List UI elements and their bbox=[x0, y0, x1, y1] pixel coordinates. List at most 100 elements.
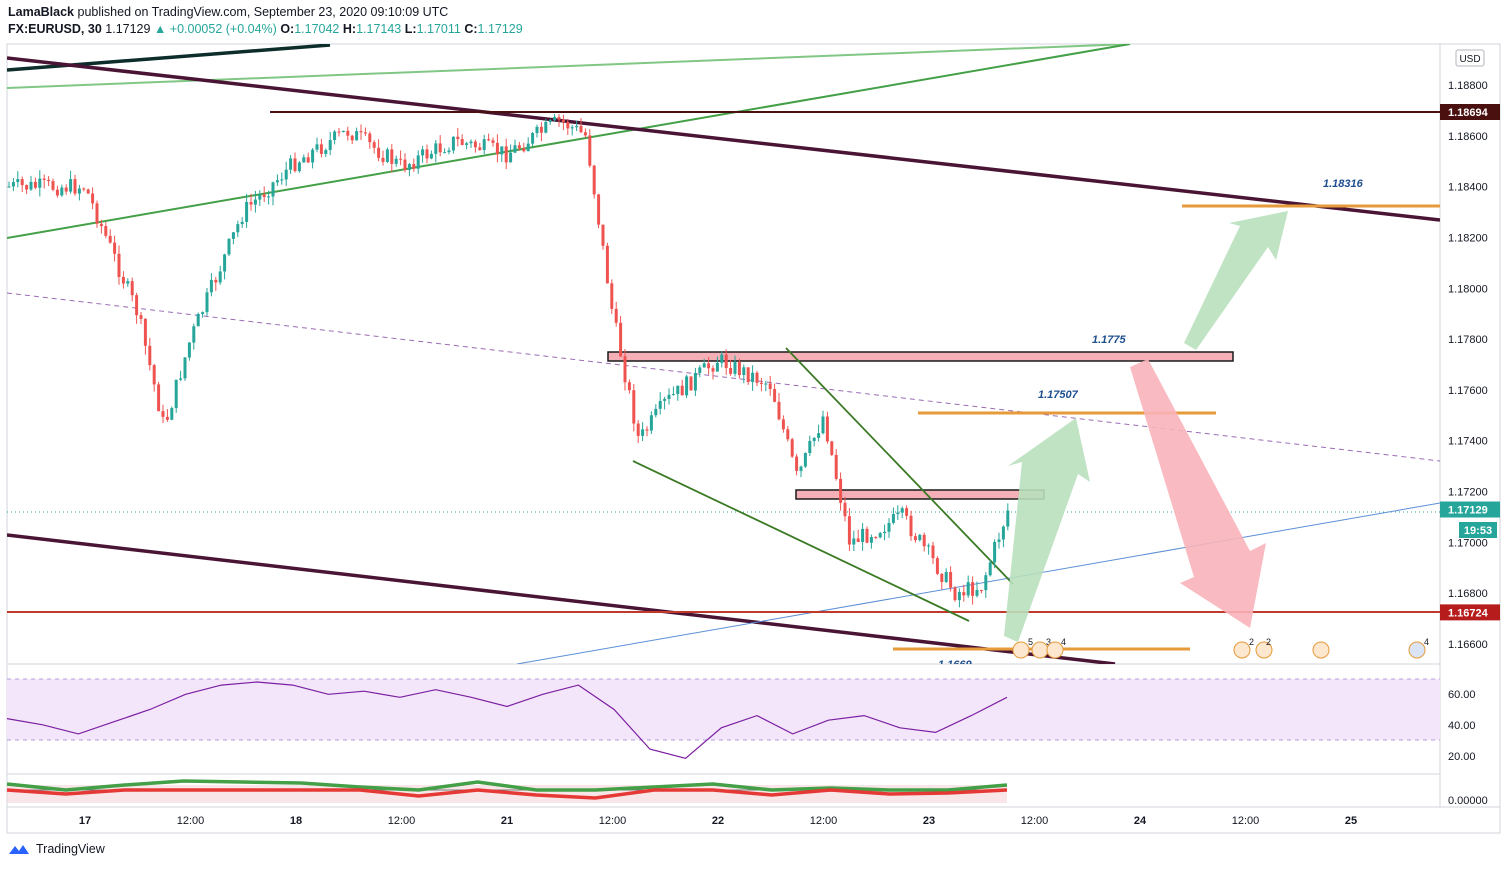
candle-body bbox=[808, 440, 812, 454]
candle-body bbox=[535, 126, 539, 134]
candle-body bbox=[341, 130, 345, 132]
candle-body bbox=[830, 441, 834, 455]
candle-body bbox=[421, 149, 425, 156]
candle-body bbox=[847, 516, 851, 545]
blue-trend-line bbox=[516, 502, 1440, 664]
candle-body bbox=[975, 590, 979, 596]
close-value: 1.17129 bbox=[477, 22, 523, 36]
candle-body bbox=[645, 429, 649, 431]
candle-body bbox=[55, 189, 59, 196]
candle-body bbox=[465, 143, 469, 145]
candle-body bbox=[161, 411, 165, 417]
candle-body bbox=[817, 433, 821, 438]
candle-body bbox=[275, 180, 279, 183]
candle-body bbox=[289, 158, 293, 170]
candle-body bbox=[157, 384, 161, 412]
candle-body bbox=[927, 545, 931, 547]
price-tick: 1.18000 bbox=[1448, 283, 1488, 295]
candle-body bbox=[667, 394, 671, 399]
event-flag-icon[interactable] bbox=[1312, 641, 1330, 659]
event-flag-icon[interactable] bbox=[1408, 641, 1426, 659]
price-tag bbox=[1440, 604, 1500, 621]
drawings-layer: 1.18316 1.1775 1.17507 1.1669 5 3 4 2 2 … bbox=[7, 44, 1440, 664]
candle-body bbox=[91, 193, 95, 204]
candle-body bbox=[209, 279, 213, 293]
candle-body bbox=[500, 146, 504, 155]
candle-body bbox=[394, 158, 398, 164]
candle-body bbox=[878, 533, 882, 538]
price-tick: 1.18600 bbox=[1448, 131, 1488, 143]
publish-line: LamaBlack published on TradingView.com, … bbox=[8, 5, 448, 19]
candle-body bbox=[755, 372, 759, 383]
event-flag-icon[interactable] bbox=[1046, 641, 1064, 659]
candle-body bbox=[504, 146, 508, 163]
time-tick: 12:00 bbox=[177, 815, 205, 827]
event-flag-icon[interactable] bbox=[1255, 641, 1273, 659]
candle-body bbox=[614, 308, 618, 323]
price-axis[interactable] bbox=[1439, 43, 1501, 808]
candle-body bbox=[25, 185, 29, 190]
candle-body bbox=[231, 232, 235, 239]
candle-body bbox=[852, 538, 856, 545]
candle-body bbox=[148, 345, 152, 366]
candle-body bbox=[482, 139, 486, 151]
candle-body bbox=[143, 318, 147, 346]
candle-body bbox=[663, 398, 667, 401]
candle-body bbox=[135, 295, 139, 316]
tradingview-brand[interactable]: TradingView bbox=[8, 842, 105, 856]
candle-body bbox=[803, 453, 807, 467]
candle-body bbox=[293, 158, 297, 172]
candle-body bbox=[997, 539, 1001, 542]
candle-body bbox=[724, 354, 728, 368]
lower-channel-line bbox=[7, 533, 1116, 664]
candle-body bbox=[883, 531, 887, 534]
price-tick: 1.16800 bbox=[1448, 588, 1488, 600]
candle-body bbox=[746, 367, 750, 383]
candle-body bbox=[711, 368, 715, 372]
candle-body bbox=[121, 276, 125, 284]
symbol-label[interactable]: FX:EURUSD, 30 bbox=[8, 22, 102, 36]
candle-body bbox=[399, 158, 403, 160]
candle-body bbox=[971, 582, 975, 596]
price-tick: 1.17200 bbox=[1448, 486, 1488, 498]
candle-body bbox=[38, 178, 42, 188]
candle-body bbox=[517, 145, 521, 149]
candle-body bbox=[126, 281, 130, 284]
candle-body bbox=[29, 181, 33, 190]
close-label: C: bbox=[464, 22, 478, 36]
candle-body bbox=[214, 279, 218, 283]
candle-body bbox=[588, 135, 592, 166]
candle-body bbox=[715, 362, 719, 372]
currency-button[interactable] bbox=[1455, 49, 1485, 67]
candle-body bbox=[913, 536, 917, 541]
candle-body bbox=[557, 116, 561, 120]
candle-body bbox=[253, 199, 257, 205]
candle-body bbox=[654, 408, 658, 416]
published-text: published on TradingView.com, September … bbox=[77, 5, 449, 19]
candle-body bbox=[64, 187, 68, 192]
time-axis[interactable] bbox=[6, 806, 1501, 834]
price-tick: 1.18800 bbox=[1448, 80, 1488, 92]
candle-body bbox=[130, 281, 134, 296]
candle-body bbox=[918, 534, 922, 541]
author-name[interactable]: LamaBlack bbox=[8, 5, 75, 19]
event-flag-icon[interactable] bbox=[1233, 641, 1251, 659]
candle-body bbox=[821, 416, 825, 434]
candle-body bbox=[786, 429, 790, 440]
candle-body bbox=[429, 153, 433, 159]
candle-body bbox=[984, 575, 988, 591]
candle-body bbox=[561, 119, 565, 123]
candle-body bbox=[909, 515, 913, 537]
candle-body bbox=[553, 116, 557, 121]
candle-body bbox=[680, 385, 684, 396]
rsi-line bbox=[6, 681, 1008, 759]
upper-channel-line bbox=[7, 56, 1440, 222]
candle-body bbox=[187, 342, 191, 358]
candle-body bbox=[891, 514, 895, 523]
rsi-tick-40: 40.00 bbox=[1448, 720, 1476, 732]
event-flag-icon[interactable] bbox=[1012, 641, 1030, 659]
candle-body bbox=[773, 389, 777, 402]
candle-body bbox=[311, 149, 315, 163]
candle-body bbox=[179, 378, 183, 380]
